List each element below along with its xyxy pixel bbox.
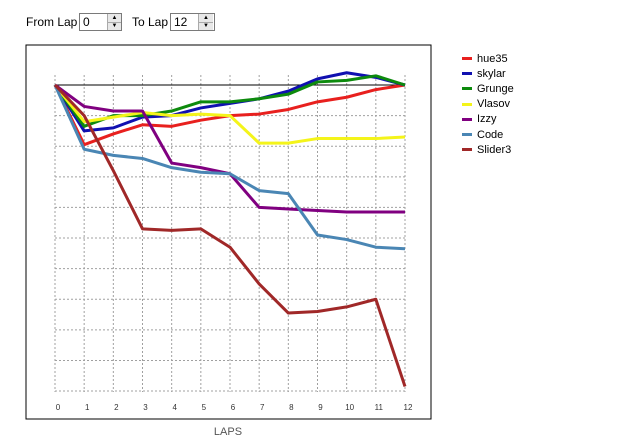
legend-item-vlasov: Vlasov <box>462 97 514 112</box>
to-lap-input[interactable] <box>171 14 198 30</box>
x-tick-label: 9 <box>318 403 323 412</box>
series-line-skylar <box>53 71 406 133</box>
legend-item-skylar: skylar <box>462 66 514 81</box>
series-line-grunge <box>53 74 406 128</box>
x-tick-label: 12 <box>404 403 413 412</box>
from-lap-input[interactable] <box>80 14 107 30</box>
to-lap-label: To Lap <box>132 15 169 29</box>
legend-item-izzy: Izzy <box>462 112 514 127</box>
legend-item-code: Code <box>462 127 514 142</box>
from-lap-spinner[interactable]: ▲ ▼ <box>79 13 122 31</box>
x-tick-label: 2 <box>114 403 119 412</box>
to-lap-down-arrow-icon[interactable]: ▼ <box>199 22 213 30</box>
series-line-code <box>53 84 406 251</box>
x-tick-label: 6 <box>231 403 236 412</box>
x-tick-label: 0 <box>56 403 61 412</box>
x-tick-label: 1 <box>85 403 90 412</box>
legend-item-grunge: Grunge <box>462 81 514 96</box>
chart-legend: hue35 skylar Grunge Vlasov Izzy Code Slider3 <box>462 51 514 157</box>
from-lap-down-arrow-icon[interactable]: ▼ <box>108 22 121 30</box>
legend-swatch <box>462 148 472 152</box>
x-axis-title: LAPS <box>213 426 243 438</box>
legend-swatch <box>462 72 472 76</box>
from-lap-up-arrow-icon[interactable]: ▲ <box>108 14 121 23</box>
x-tick-label: 3 <box>143 403 148 412</box>
legend-label: Code <box>477 128 504 141</box>
legend-label: Grunge <box>477 82 514 95</box>
x-tick-label: 10 <box>345 403 354 412</box>
chart-grid <box>54 75 406 392</box>
x-tick-label: 11 <box>375 403 384 412</box>
chart-series <box>53 71 407 387</box>
series-line-vlasov <box>53 84 406 145</box>
legend-swatch <box>462 117 472 121</box>
to-lap-up-arrow-icon[interactable]: ▲ <box>199 14 213 23</box>
to-lap-spinner[interactable]: ▲ ▼ <box>170 13 215 31</box>
legend-label: Slider3 <box>477 143 512 156</box>
x-tick-label: 5 <box>202 403 207 412</box>
legend-item-slider3: Slider3 <box>462 142 514 157</box>
legend-label: Vlasov <box>477 98 511 111</box>
x-tick-label: 8 <box>289 403 294 412</box>
series-line-slider3 <box>53 83 407 387</box>
from-lap-label: From Lap <box>26 15 78 29</box>
legend-swatch <box>462 133 472 137</box>
legend-swatch <box>462 57 472 61</box>
legend-label: Izzy <box>477 113 497 126</box>
legend-item-hue35: hue35 <box>462 51 514 66</box>
legend-swatch <box>462 102 472 106</box>
x-tick-label: 4 <box>172 403 177 412</box>
x-tick-label: 7 <box>260 403 265 412</box>
legend-label: hue35 <box>477 52 508 65</box>
legend-swatch <box>462 87 472 91</box>
x-tick-labels: 0 1 2 3 4 5 6 7 8 9 10 11 12 <box>56 403 413 412</box>
legend-label: skylar <box>477 67 506 80</box>
